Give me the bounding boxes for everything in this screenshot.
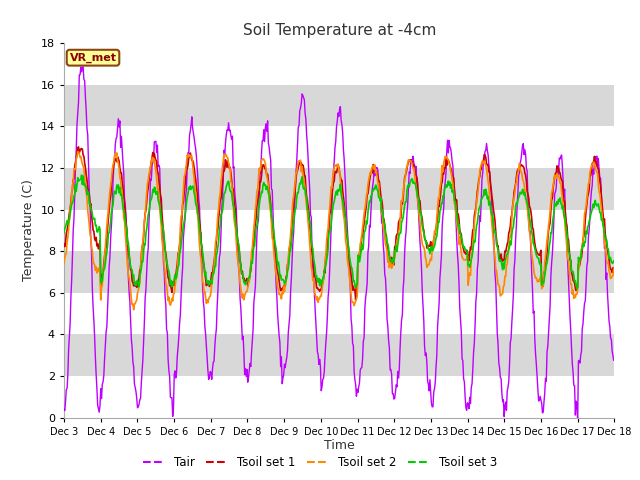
Title: Soil Temperature at -4cm: Soil Temperature at -4cm xyxy=(243,23,436,38)
Bar xyxy=(64,293,614,335)
Bar xyxy=(64,43,614,85)
Bar xyxy=(64,335,614,376)
Bar xyxy=(64,168,614,210)
Bar xyxy=(64,126,614,168)
Legend: Tair, Tsoil set 1, Tsoil set 2, Tsoil set 3: Tair, Tsoil set 1, Tsoil set 2, Tsoil se… xyxy=(138,452,502,474)
Y-axis label: Temperature (C): Temperature (C) xyxy=(22,180,35,281)
Bar xyxy=(64,210,614,251)
Bar xyxy=(64,376,614,418)
Text: VR_met: VR_met xyxy=(70,53,116,63)
Bar xyxy=(64,85,614,126)
Bar xyxy=(64,251,614,293)
X-axis label: Time: Time xyxy=(324,439,355,453)
